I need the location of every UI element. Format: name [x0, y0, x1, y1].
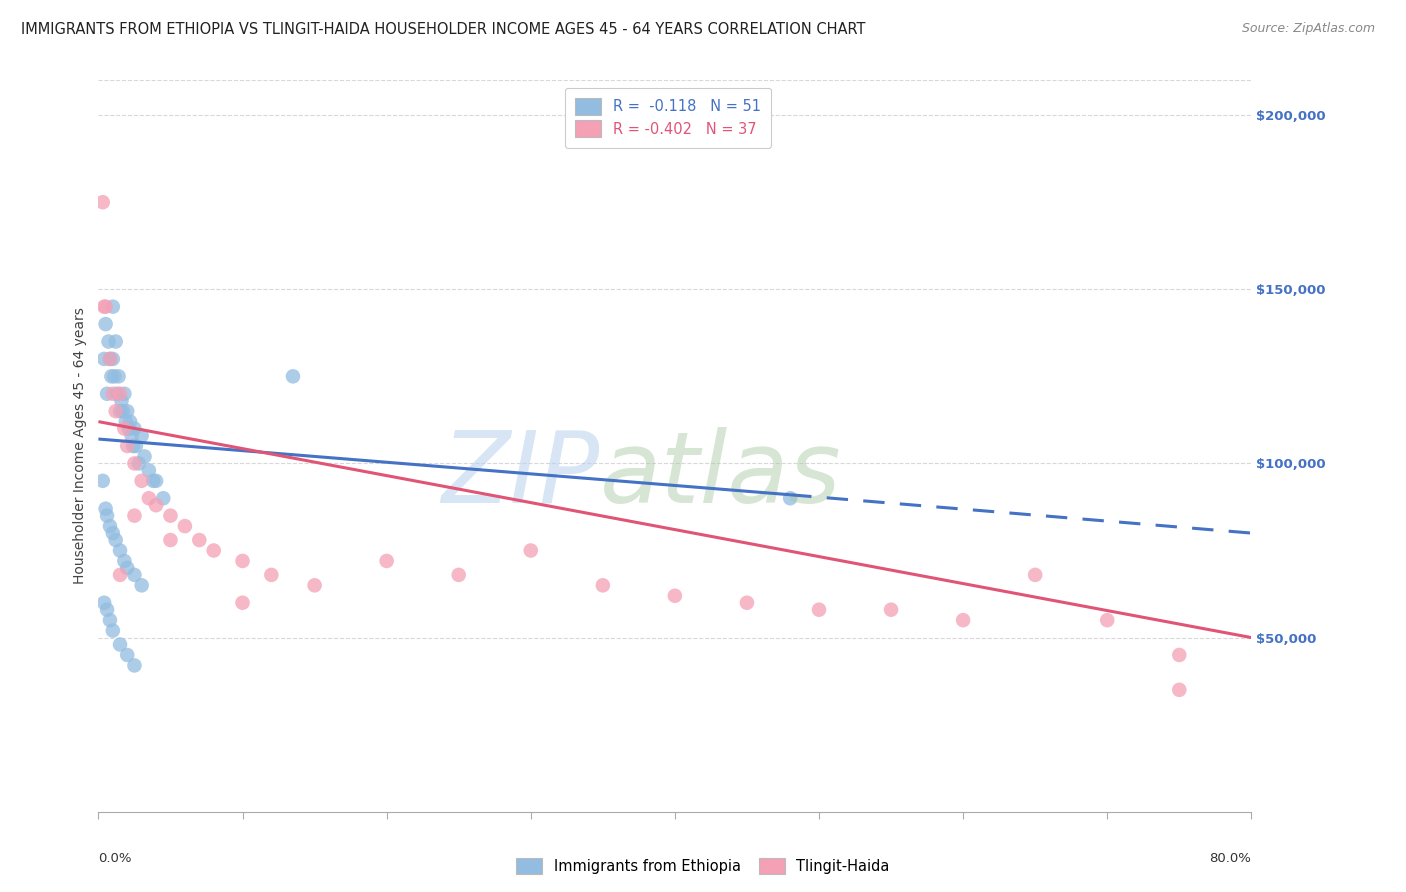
Y-axis label: Householder Income Ages 45 - 64 years: Householder Income Ages 45 - 64 years	[73, 308, 87, 584]
Point	[108, 543, 131, 558]
Legend: R =  -0.118   N = 51, R = -0.402   N = 37: R = -0.118 N = 51, R = -0.402 N = 37	[565, 87, 772, 147]
Point	[97, 334, 120, 349]
Point	[131, 474, 153, 488]
Point	[93, 596, 115, 610]
Point	[145, 498, 167, 512]
Point	[159, 533, 181, 547]
Point	[96, 603, 118, 617]
Point	[98, 351, 121, 366]
Point	[108, 386, 131, 401]
Point	[105, 386, 128, 401]
Point	[93, 300, 115, 314]
Point	[120, 415, 142, 429]
Text: ZIP: ZIP	[441, 426, 600, 524]
Text: atlas: atlas	[600, 426, 842, 524]
Point	[94, 300, 117, 314]
Point	[152, 491, 174, 506]
Point	[735, 596, 758, 610]
Point	[134, 450, 156, 464]
Point	[138, 463, 160, 477]
Point	[447, 567, 470, 582]
Point	[304, 578, 326, 592]
Point	[664, 589, 686, 603]
Point	[98, 613, 121, 627]
Point	[117, 439, 139, 453]
Point	[952, 613, 974, 627]
Point	[112, 386, 135, 401]
Point	[101, 300, 124, 314]
Point	[101, 526, 124, 541]
Point	[231, 554, 254, 568]
Text: 80.0%: 80.0%	[1209, 852, 1251, 865]
Point	[145, 474, 167, 488]
Text: 0.0%: 0.0%	[98, 852, 132, 865]
Point	[122, 439, 145, 453]
Point	[96, 386, 118, 401]
Point	[111, 404, 134, 418]
Point	[98, 519, 121, 533]
Point	[93, 351, 115, 366]
Point	[375, 554, 398, 568]
Point	[114, 415, 136, 429]
Point	[94, 317, 117, 331]
Point	[98, 351, 121, 366]
Point	[108, 404, 131, 418]
Point	[1024, 567, 1046, 582]
Text: IMMIGRANTS FROM ETHIOPIA VS TLINGIT-HAIDA HOUSEHOLDER INCOME AGES 45 - 64 YEARS : IMMIGRANTS FROM ETHIOPIA VS TLINGIT-HAID…	[21, 22, 866, 37]
Point	[188, 533, 211, 547]
Point	[103, 369, 125, 384]
Point	[104, 334, 127, 349]
Point	[101, 351, 124, 366]
Point	[138, 491, 160, 506]
Point	[231, 596, 254, 610]
Point	[94, 501, 117, 516]
Point	[125, 439, 148, 453]
Point	[128, 457, 150, 471]
Point	[159, 508, 181, 523]
Point	[117, 561, 139, 575]
Point	[107, 369, 129, 384]
Legend: Immigrants from Ethiopia, Tlingit-Haida: Immigrants from Ethiopia, Tlingit-Haida	[510, 852, 896, 880]
Point	[96, 508, 118, 523]
Point	[124, 658, 146, 673]
Point	[104, 533, 127, 547]
Point	[117, 404, 139, 418]
Point	[91, 195, 114, 210]
Point	[124, 457, 146, 471]
Point	[101, 386, 124, 401]
Point	[118, 421, 141, 435]
Point	[779, 491, 801, 506]
Point	[124, 508, 146, 523]
Point	[131, 578, 153, 592]
Point	[131, 428, 153, 442]
Point	[112, 421, 135, 435]
Point	[520, 543, 543, 558]
Point	[108, 567, 131, 582]
Point	[104, 404, 127, 418]
Point	[1168, 648, 1191, 662]
Point	[1168, 682, 1191, 697]
Point	[110, 393, 132, 408]
Point	[91, 474, 114, 488]
Point	[281, 369, 304, 384]
Point	[121, 428, 143, 442]
Point	[880, 603, 903, 617]
Point	[202, 543, 225, 558]
Point	[124, 421, 146, 435]
Point	[174, 519, 197, 533]
Point	[592, 578, 614, 592]
Point	[142, 474, 165, 488]
Point	[112, 554, 135, 568]
Point	[1097, 613, 1119, 627]
Point	[124, 567, 146, 582]
Point	[808, 603, 831, 617]
Point	[101, 624, 124, 638]
Point	[260, 567, 283, 582]
Point	[108, 638, 131, 652]
Text: Source: ZipAtlas.com: Source: ZipAtlas.com	[1241, 22, 1375, 36]
Point	[117, 648, 139, 662]
Point	[100, 369, 122, 384]
